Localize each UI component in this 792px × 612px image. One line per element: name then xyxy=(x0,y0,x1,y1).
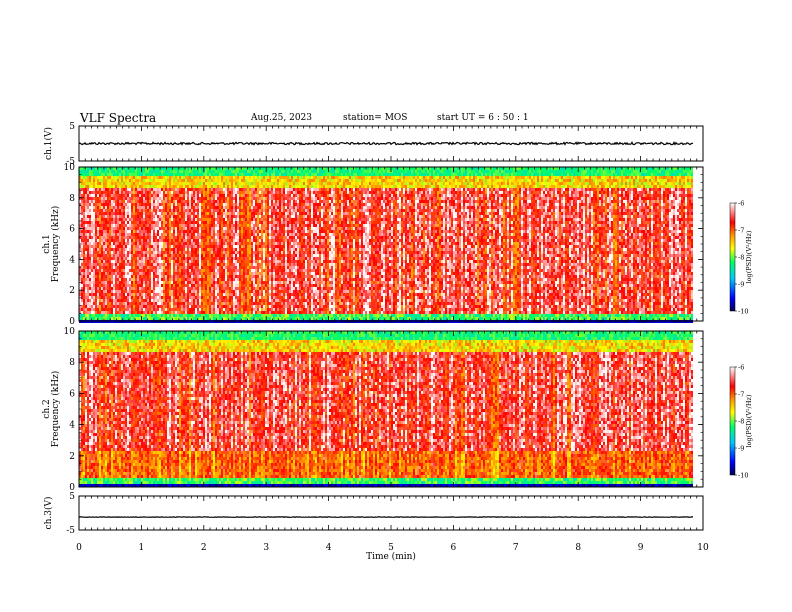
panel-border xyxy=(78,495,704,531)
start-time-label: start UT = 6 : 50 : 1 xyxy=(437,113,529,123)
x-tick-label: 10 xyxy=(697,543,709,553)
colorbar-label: log(PSD)(V²/Hz) xyxy=(745,394,753,447)
channel-label: ch.2 xyxy=(42,399,52,418)
y-tick-label: -5 xyxy=(66,526,75,536)
colorbar-ch1: -6 -7 -8 -9 -10 log(PSD)(V²/Hz) xyxy=(729,200,753,316)
x-tick-label: 5 xyxy=(388,543,394,553)
panel-frame-1: 5 -5 ch.1(V) xyxy=(43,122,704,167)
colorbar-gradient xyxy=(729,202,736,312)
x-tick-label: 4 xyxy=(326,543,332,553)
y-tick-label: -5 xyxy=(66,157,75,167)
x-axis-label: Time (min) xyxy=(366,551,416,562)
x-tick-label: 1 xyxy=(139,543,145,553)
colorbar-tick-label: -7 xyxy=(738,391,744,399)
spectrogram-ch2 xyxy=(79,167,693,323)
y-tick-label: 0 xyxy=(69,317,75,327)
waveform-line xyxy=(78,516,694,518)
y-tick-label: 5 xyxy=(69,122,75,132)
waveform-line xyxy=(78,141,693,146)
x-tick-label: 3 xyxy=(263,543,269,553)
colorbar-tick-label: -8 xyxy=(738,418,744,426)
y-axis-label: Frequency (kHz) xyxy=(50,206,61,283)
y-tick-label: 10 xyxy=(64,163,76,173)
y-axis-label: ch.1(V) xyxy=(43,127,54,160)
y-tick-label: 6 xyxy=(69,225,75,235)
colorbar-tick-label: -10 xyxy=(738,472,748,480)
station-label: station= MOS xyxy=(343,113,407,123)
x-tick-label: 6 xyxy=(451,543,457,553)
y-tick-label: 4 xyxy=(69,421,75,431)
panel-frame-2: 0 2 4 6 8 10 ch.1 Frequency (kHz) xyxy=(42,163,704,327)
colorbar-ch2: -6 -7 -8 -9 -10 log(PSD)(V²/Hz) xyxy=(729,364,753,480)
y-tick-label: 2 xyxy=(69,452,75,462)
date-label: Aug.25, 2023 xyxy=(251,113,312,123)
x-tick-label: 9 xyxy=(638,543,644,553)
y-tick-label: 6 xyxy=(69,389,75,399)
chart-title: VLF Spectra xyxy=(80,111,156,125)
colorbar-tick-label: -6 xyxy=(738,364,744,372)
colorbar-label: log(PSD)(V²/Hz) xyxy=(745,230,753,283)
x-tick-label: 7 xyxy=(513,543,519,553)
panel-frame-3: 0 2 4 6 8 10 ch.2 Frequency (kHz) xyxy=(42,327,704,493)
panel-frame-4: 5 -5 ch.3(V) xyxy=(43,492,704,536)
y-tick-label: 5 xyxy=(69,492,75,502)
waveform-ch3 xyxy=(78,516,694,518)
y-tick-label: 8 xyxy=(69,194,75,204)
colorbar-tick-label: -9 xyxy=(738,281,744,289)
channel-label: ch.1 xyxy=(42,234,52,253)
colorbar-gradient xyxy=(729,366,736,476)
colorbar-tick-label: -10 xyxy=(738,308,748,316)
waveform-ch1 xyxy=(78,141,693,146)
colorbar-tick-label: -6 xyxy=(738,200,744,208)
y-axis-label: Frequency (kHz) xyxy=(50,371,61,448)
y-axis-label: ch.3(V) xyxy=(43,497,54,530)
y-tick-label: 2 xyxy=(69,286,75,296)
y-tick-label: 8 xyxy=(69,358,75,368)
colorbar-tick-label: -9 xyxy=(738,445,744,453)
y-tick-label: 0 xyxy=(69,483,75,493)
colorbar-tick-label: -8 xyxy=(738,254,744,262)
y-tick-label: 4 xyxy=(69,255,75,265)
x-tick-label: 2 xyxy=(201,543,207,553)
x-tick-label: 0 xyxy=(76,543,82,553)
x-tick-label: 8 xyxy=(575,543,581,553)
spectrogram-ch3 xyxy=(79,331,693,487)
y-tick-label: 10 xyxy=(64,327,76,337)
colorbar-tick-label: -7 xyxy=(738,227,744,235)
